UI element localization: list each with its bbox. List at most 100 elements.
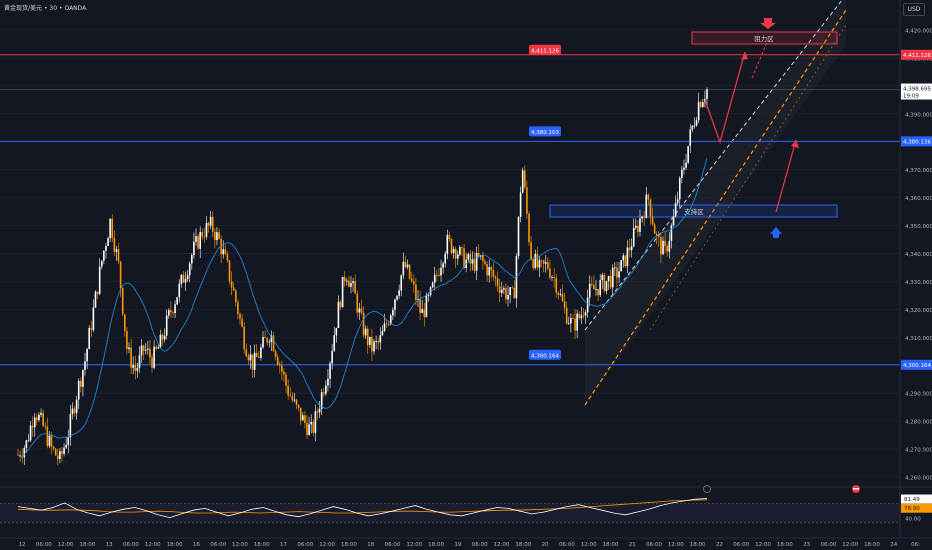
candle-body — [423, 309, 426, 317]
candle-body — [404, 261, 407, 268]
candle-body — [521, 170, 524, 193]
candle-body — [159, 334, 162, 348]
time-tick-label: 20 — [542, 542, 549, 548]
candle-body — [268, 341, 271, 343]
candle-body — [576, 313, 578, 331]
candle-body — [683, 167, 685, 170]
grid-lines — [0, 29, 900, 478]
candle-body — [331, 350, 333, 364]
price-tick-label: 4,350.000 — [905, 224, 932, 230]
price-level-tag-text: 4,380.136 — [903, 139, 931, 145]
candle-body — [383, 323, 386, 332]
candle-body — [174, 304, 176, 314]
currency-button[interactable]: USD — [903, 3, 925, 16]
candle-body — [211, 216, 214, 232]
candle-body — [245, 349, 248, 357]
price-tick-label: 4,340.000 — [905, 252, 932, 258]
candle-body — [544, 262, 547, 264]
time-axis[interactable]: 12 06:00 12:00 18:00 13 06:00 12:00 18:00 16 06:0… — [0, 537, 932, 548]
rsi-ma-text: 78.90 — [904, 506, 920, 512]
time-tick-label: 18:00 — [341, 542, 357, 548]
candle-body — [161, 334, 164, 340]
candle-body — [27, 440, 30, 442]
candle-body — [647, 194, 650, 200]
candle-body — [702, 102, 704, 107]
horizontal-price-levels — [0, 54, 900, 366]
candle-body — [509, 287, 511, 296]
candle-body — [658, 236, 660, 238]
rsi-level-label: 40.00 — [905, 517, 921, 523]
candle-body — [526, 187, 528, 214]
candle-body — [507, 295, 509, 300]
candle-body — [614, 267, 616, 269]
symbol-title[interactable]: 黄金现货/美元 • 30 • OANDA — [4, 3, 86, 12]
candle-body — [431, 282, 434, 288]
candle-body — [287, 385, 289, 396]
candle-body — [247, 356, 250, 361]
candle-body — [369, 336, 371, 345]
rsi-indicator-pane: 81.49 78.90 40.00 — [0, 485, 932, 523]
candle-body — [609, 276, 612, 288]
candle-body — [75, 399, 78, 414]
candle-body — [547, 262, 549, 269]
time-tick-label: 06:00 — [472, 542, 488, 548]
projection-dashed — [751, 39, 769, 79]
candle-body — [251, 354, 254, 370]
candle-body — [52, 446, 55, 449]
candle-body — [567, 323, 570, 325]
candle-body — [415, 284, 417, 300]
candle-body — [450, 239, 453, 253]
channel-upper-line — [584, 0, 843, 331]
candle-body — [153, 346, 155, 368]
candle-body — [54, 448, 57, 456]
time-tick-label: 18:00 — [167, 542, 183, 548]
price-callouts: 4,411.126 4,380.103 4,300.164 — [529, 44, 561, 360]
candle-body — [563, 301, 566, 308]
candle-body — [352, 281, 354, 284]
candle-body — [94, 291, 97, 308]
candle-body — [456, 254, 459, 259]
candle-body — [503, 288, 505, 290]
time-tick-label: 12:00 — [842, 542, 858, 548]
time-tick-label: 06:00 — [385, 542, 401, 548]
time-tick-label: 12:00 — [755, 542, 771, 548]
candle-body — [46, 426, 49, 446]
candle-body — [398, 290, 400, 296]
candle-body — [561, 293, 564, 302]
price-tick-label: 4,370.000 — [905, 168, 932, 174]
time-tick-label: 18:00 — [428, 542, 444, 548]
time-tick-label: 12:00 — [232, 542, 248, 548]
candle-body — [341, 276, 344, 308]
candle-body — [637, 225, 639, 232]
price-axis[interactable]: 4,260.000 4,270.000 4,280.000 4,290.000 4,30… — [899, 0, 932, 538]
candle-body — [513, 287, 516, 299]
price-tick-label: 4,270.000 — [905, 448, 932, 454]
candle-body — [419, 298, 421, 313]
channel-fill — [585, 0, 846, 405]
time-tick-label: 06:00 — [646, 542, 662, 548]
candle-body — [524, 170, 526, 188]
candle-body — [538, 260, 541, 268]
dividend-marker-icon — [703, 485, 711, 493]
resistance-zone-label: 阻力区 — [754, 34, 774, 43]
time-tick-label: 12:00 — [145, 542, 161, 548]
candle-body — [320, 392, 323, 409]
candle-body — [366, 328, 369, 345]
candle-body — [477, 252, 480, 257]
candle-body — [385, 323, 388, 325]
candle-body — [672, 216, 675, 226]
channel-mid-line — [649, 24, 847, 331]
candle-body — [482, 255, 484, 262]
time-tick-label: 12:00 — [581, 542, 597, 548]
price-tick-label: 4,420.000 — [905, 29, 932, 35]
time-tick-label: 06:00 — [820, 542, 836, 548]
candle-body — [82, 369, 84, 387]
candle-body — [505, 288, 507, 300]
candle-body — [362, 312, 365, 336]
candle-body — [285, 374, 287, 386]
candle-body — [348, 280, 350, 287]
candle-body — [142, 345, 145, 351]
candle-body — [706, 89, 708, 99]
candle-body — [488, 267, 491, 276]
